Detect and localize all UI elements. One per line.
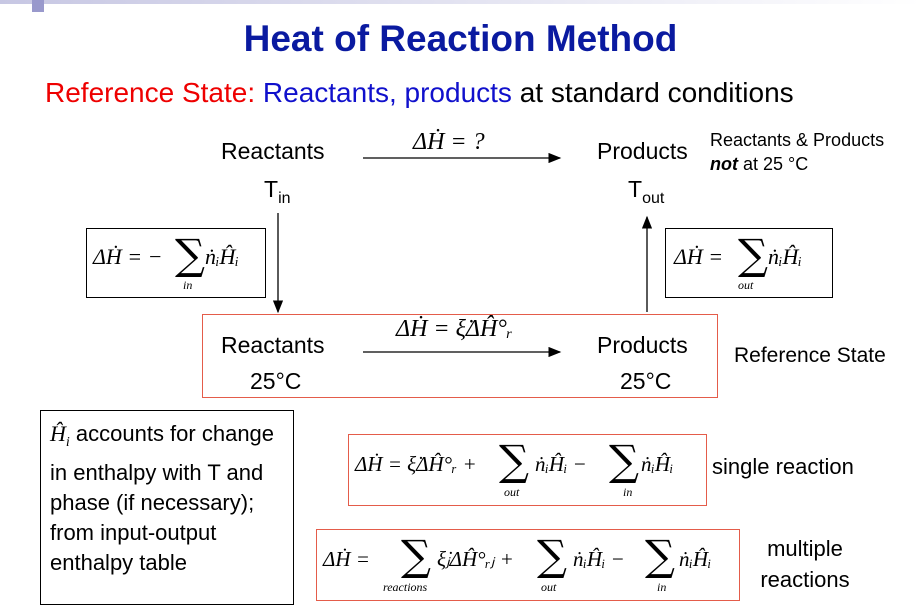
multi-eq-lhs: ΔḢ = <box>323 547 370 571</box>
left-eq-lhs: ΔḢ = − <box>93 244 163 269</box>
multi-eq-term2: ṅᵢĤᵢ <box>679 547 712 571</box>
single-eq-lhs: ΔḢ = ξ̇ΔĤ°ᵣ + <box>355 452 477 476</box>
multiple-reactions-label-line2: reactions <box>760 567 850 592</box>
conditions-rest: at 25 °C <box>737 154 809 174</box>
multi-sum2-icon: ∑ <box>645 531 675 580</box>
t-in-subscript: in <box>278 190 291 207</box>
reactants-label-top: Reactants <box>221 138 325 164</box>
multi-sum0-subscript: reactions <box>383 580 428 594</box>
multiple-reactions-box: ΔḢ = ∑ reactions ξ̇ⱼΔĤ°ᵣⱼ + ∑ out ṅᵢĤᵢ −… <box>316 529 740 601</box>
t-in-symbol: T <box>264 176 279 202</box>
single-sum2-subscript: in <box>623 485 633 499</box>
reactants-temp: 25°C <box>250 368 302 394</box>
subtitle-middle: Reactants, products <box>262 77 512 108</box>
single-sum1-subscript: out <box>504 485 520 499</box>
products-label-top: Products <box>597 138 688 164</box>
slide-title: Heat of Reaction Method <box>243 18 678 59</box>
top-accent-bar <box>0 0 921 4</box>
reactants-label-ref: Reactants <box>221 332 325 358</box>
t-out-label: Tout <box>628 176 664 208</box>
slide-subtitle: Reference State: Reactants, products at … <box>45 77 794 109</box>
reference-state-box <box>202 314 718 398</box>
multiple-reactions-label-line1: multiple <box>767 536 843 561</box>
products-label-ref: Products <box>597 332 688 358</box>
corner-square <box>32 0 44 12</box>
multi-sum1-subscript: out <box>541 580 557 594</box>
top-arrow-equation: ΔḢ = ? <box>413 129 485 155</box>
enthalpy-note-text: Ĥi accounts for change in enthalpy with … <box>50 419 290 578</box>
single-reaction-box: ΔḢ = ξ̇ΔĤ°ᵣ + ∑ out ṅᵢĤᵢ − ∑ in ṅᵢĤᵢ <box>348 434 707 506</box>
enthalpy-symbol: Ĥ <box>50 421 66 446</box>
single-eq-term1: ṅᵢĤᵢ − <box>535 452 587 476</box>
multi-sum1-icon: ∑ <box>537 531 567 580</box>
single-eq-term2: ṅᵢĤᵢ <box>641 452 674 476</box>
single-sum2-icon: ∑ <box>609 436 639 485</box>
multi-sum2-subscript: in <box>657 580 667 594</box>
subtitle-suffix: at standard conditions <box>511 77 794 108</box>
t-in-label: Tin <box>264 176 291 208</box>
right-equation-box: ΔḢ = ∑ out ṅᵢĤᵢ <box>665 228 833 298</box>
conditions-note: Reactants & Products not at 25 °C <box>710 128 884 176</box>
right-sum-subscript: out <box>738 278 754 292</box>
multiple-reactions-label: multiple reactions <box>750 533 860 595</box>
t-out-subscript: out <box>642 190 665 207</box>
right-eq-lhs: ΔḢ = <box>674 244 724 269</box>
left-eq-term: ṅᵢĤᵢ <box>205 244 239 269</box>
left-equation-box: ΔḢ = − ∑ in ṅᵢĤᵢ <box>86 228 266 298</box>
enthalpy-note-box: Ĥi accounts for change in enthalpy with … <box>40 410 294 605</box>
single-sum1-icon: ∑ <box>499 436 529 485</box>
left-sum-icon: ∑ <box>175 230 205 279</box>
conditions-not: not <box>710 154 738 174</box>
multi-sum0-icon: ∑ <box>401 531 431 580</box>
multi-eq-term1: ṅᵢĤᵢ − <box>573 547 625 571</box>
conditions-note-line2: not at 25 °C <box>710 152 884 176</box>
enthalpy-symbol-sub: i <box>65 435 70 450</box>
enthalpy-note-rest: accounts for change in enthalpy with T a… <box>50 421 275 575</box>
reference-state-label: Reference State <box>734 344 886 367</box>
right-sum-icon: ∑ <box>738 230 768 279</box>
conditions-note-line1: Reactants & Products <box>710 130 885 150</box>
right-eq-term: ṅᵢĤᵢ <box>768 244 802 269</box>
subtitle-prefix: Reference State: <box>45 77 263 108</box>
t-out-symbol: T <box>628 176 643 202</box>
products-temp: 25°C <box>620 368 672 394</box>
left-sum-subscript: in <box>183 278 193 292</box>
multi-eq-term0: ξ̇ⱼΔĤ°ᵣⱼ + <box>437 547 514 571</box>
single-reaction-label: single reaction <box>712 454 854 479</box>
ref-arrow-equation: ΔḢ = ξ̇ΔĤ°ᵣ <box>396 316 513 342</box>
